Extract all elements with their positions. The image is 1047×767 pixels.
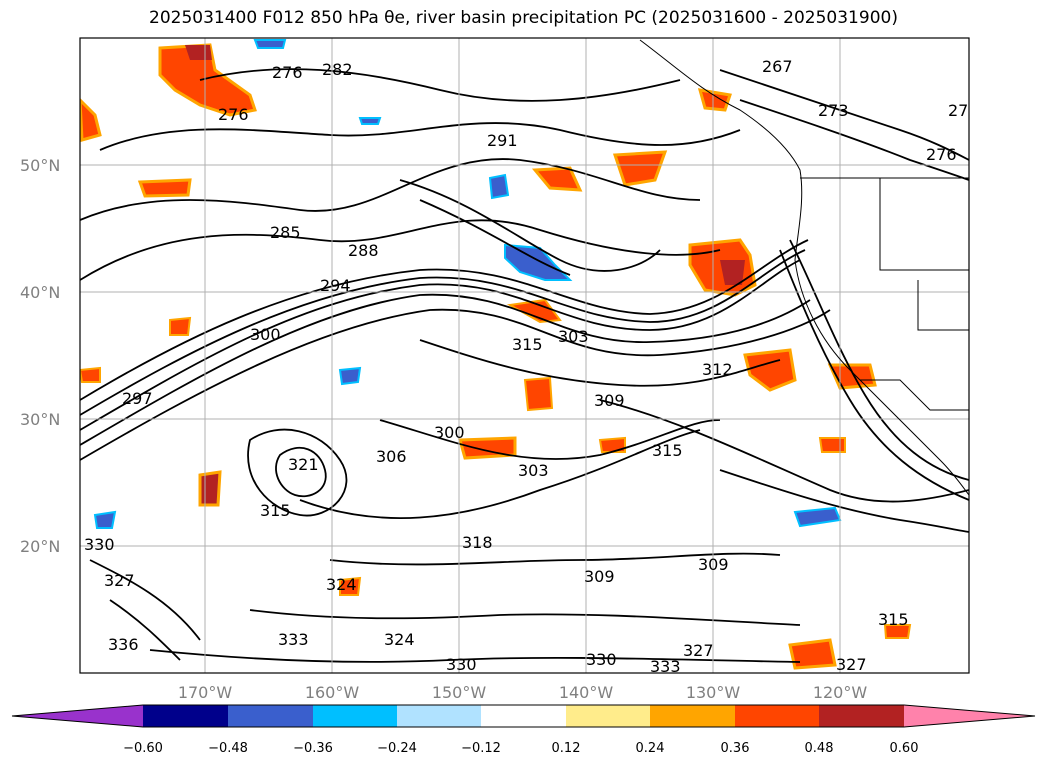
contour-label: 300	[434, 423, 465, 442]
contour-label: 27	[948, 101, 968, 120]
plot-border	[79, 37, 970, 674]
contour-label: 318	[462, 533, 493, 552]
colorbar-tick-label: 0.12	[552, 741, 581, 756]
colorbar-segment	[143, 705, 228, 727]
colorbar-outline	[11, 704, 1036, 728]
contour-label: 303	[558, 327, 589, 346]
contour-label: 297	[122, 389, 153, 408]
colorbar-tick-label: −0.48	[208, 741, 248, 756]
contour-label: 324	[384, 630, 415, 649]
colorbar-segment	[397, 705, 481, 727]
colorbar-tick-label: 0.36	[721, 741, 750, 756]
contour-label: 273	[818, 101, 849, 120]
contour-label: 333	[650, 657, 681, 676]
contour-label: 315	[512, 335, 543, 354]
contour-label: 309	[584, 567, 615, 586]
colorbar-segment	[904, 705, 1035, 727]
contour-label: 276	[272, 63, 303, 82]
contour-label: 282	[322, 60, 353, 79]
contour-label: 291	[487, 131, 518, 150]
colorbar-segment	[819, 705, 904, 727]
map-title: 2025031400 F012 850 hPa θe, river basin …	[149, 8, 898, 28]
lat-label: 50°N	[20, 156, 60, 175]
colorbar-tick-label: −0.24	[377, 741, 417, 756]
contour-label: 327	[836, 655, 867, 674]
lon-label: 170°W	[178, 683, 233, 702]
lat-label: 20°N	[20, 537, 60, 556]
colorbar-segment	[481, 705, 566, 727]
lon-label: 120°W	[813, 683, 868, 702]
lon-label: 140°W	[559, 683, 614, 702]
contour-label: 321	[288, 455, 319, 474]
lon-label: 150°W	[432, 683, 487, 702]
contour-label: 324	[326, 575, 357, 594]
colorbar-segment	[228, 705, 313, 727]
contour-label: 294	[320, 276, 351, 295]
lat-label: 30°N	[20, 410, 60, 429]
map-gridlines	[80, 38, 969, 673]
contour-label: 330	[446, 655, 477, 674]
colorbar-tick-label: −0.12	[461, 741, 501, 756]
contour-labels: 276 282 276 267 273 27 276 291 285 288 2…	[84, 57, 968, 676]
contour-label: 267	[762, 57, 793, 76]
colorbar-tick-label: 0.24	[636, 741, 665, 756]
lat-label: 40°N	[20, 283, 60, 302]
lon-label: 130°W	[686, 683, 741, 702]
lon-label: 160°W	[305, 683, 360, 702]
colorbar-segment	[566, 705, 650, 727]
contour-label: 309	[698, 555, 729, 574]
colorbar: −0.60 −0.48 −0.36 −0.24 −0.12 0.12 0.24 …	[11, 704, 1036, 756]
contour-label: 327	[104, 571, 135, 590]
contour-label: 309	[594, 391, 625, 410]
contour-label: 333	[278, 630, 309, 649]
contour-label: 303	[518, 461, 549, 480]
colorbar-tick-label: 0.48	[805, 741, 834, 756]
contour-label: 285	[270, 223, 301, 242]
contour-label: 300	[250, 325, 281, 344]
precip-shading	[80, 39, 912, 670]
contour-label: 288	[348, 241, 379, 260]
contour-label: 276	[218, 105, 249, 124]
colorbar-segment	[313, 705, 397, 727]
contour-label: 315	[652, 441, 683, 460]
theta-e-contours	[80, 68, 969, 663]
colorbar-tick-label: −0.36	[293, 741, 333, 756]
contour-label: 315	[878, 610, 909, 629]
plot-area	[80, 38, 969, 673]
contour-label: 330	[586, 650, 617, 669]
contour-label: 315	[260, 501, 291, 520]
colorbar-tick-label: 0.60	[890, 741, 919, 756]
contour-label: 276	[926, 145, 957, 164]
contour-label: 306	[376, 447, 407, 466]
contour-label: 330	[84, 535, 115, 554]
contour-label: 312	[702, 360, 733, 379]
colorbar-segment	[650, 705, 735, 727]
contour-label: 336	[108, 635, 139, 654]
colorbar-segment	[12, 705, 143, 727]
coastline	[639, 39, 969, 496]
contour-label: 327	[683, 641, 714, 660]
colorbar-segment	[735, 705, 819, 727]
colorbar-tick-label: −0.60	[123, 741, 163, 756]
